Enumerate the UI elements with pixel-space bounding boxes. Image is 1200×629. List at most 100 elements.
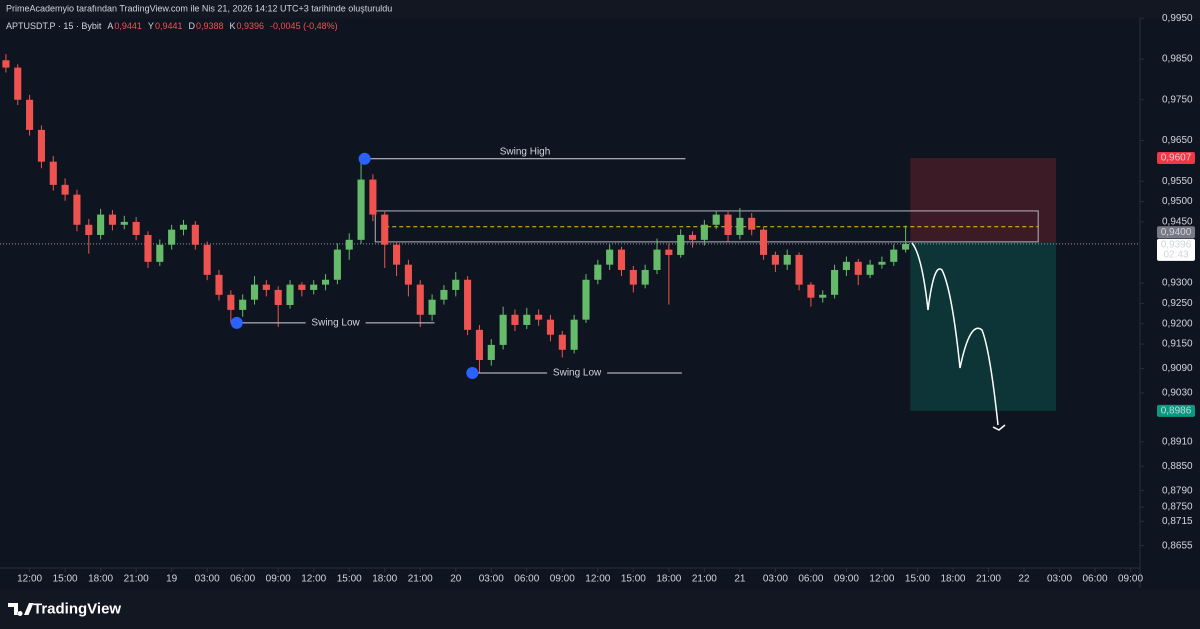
candle-body <box>736 217 744 235</box>
candle-body <box>404 264 412 285</box>
y-tick-label: 0,8790 <box>1162 485 1193 496</box>
x-tick-label: 15:00 <box>621 574 646 585</box>
candle-body <box>606 249 614 265</box>
x-tick-label: 06:00 <box>798 574 823 585</box>
candle-body <box>665 249 673 255</box>
target-price-label-bg <box>1157 404 1195 417</box>
candle-body <box>712 214 720 225</box>
y-tick-label: 0,8850 <box>1162 461 1193 472</box>
candle-body <box>617 249 626 270</box>
candle-body <box>298 284 306 290</box>
candle-body <box>191 224 199 245</box>
x-tick-label: 15:00 <box>337 574 362 585</box>
candle-body <box>286 284 294 305</box>
candle-body <box>748 217 756 230</box>
x-tick-label: 06:00 <box>230 574 255 585</box>
candle-body <box>819 294 827 298</box>
x-tick-label: 21:00 <box>408 574 433 585</box>
symbol: APTUSDT.P · 15 · Bybit <box>6 21 102 31</box>
y-tick-label: 0,8715 <box>1162 516 1193 527</box>
x-tick-label: 03:00 <box>1047 574 1072 585</box>
x-tick-label: 18:00 <box>940 574 965 585</box>
swing-point <box>230 316 243 329</box>
x-tick-label: 06:00 <box>514 574 539 585</box>
x-tick-label: 09:00 <box>266 574 291 585</box>
candle-body <box>108 214 117 225</box>
candle-body <box>499 314 507 345</box>
x-tick-label: 09:00 <box>1118 574 1143 585</box>
annotation-label: Swing Low <box>553 368 602 379</box>
candle-body <box>85 224 93 235</box>
candle-body <box>535 314 543 320</box>
candle-body <box>842 261 850 270</box>
x-tick-label: 15:00 <box>905 574 930 585</box>
y-tick-label: 0,9200 <box>1162 318 1193 329</box>
candle-body <box>37 129 45 162</box>
candle-body <box>511 314 519 325</box>
candle-body <box>73 194 81 225</box>
candle-body <box>487 344 495 360</box>
candle-body <box>866 264 874 275</box>
y-tick-label: 0,8655 <box>1162 540 1193 551</box>
candle-body <box>168 229 176 245</box>
candle-body <box>428 299 436 315</box>
x-tick-label: 03:00 <box>763 574 788 585</box>
candle-body <box>854 261 862 275</box>
candle-body <box>2 60 10 68</box>
candle-body <box>357 179 365 240</box>
y-tick-label: 0,9650 <box>1162 135 1193 146</box>
candle-body <box>393 244 401 265</box>
x-tick-label: 03:00 <box>195 574 220 585</box>
candle-body <box>878 261 886 265</box>
swing-point <box>466 366 479 379</box>
candle-body <box>132 221 140 235</box>
stop-price-label-bg <box>1157 151 1195 164</box>
brand-logo: TradingView <box>8 600 121 617</box>
candle-body <box>144 234 152 262</box>
candle-body <box>345 239 353 250</box>
x-tick-label: 12:00 <box>585 574 610 585</box>
candle-body <box>49 161 57 185</box>
y-tick-label: 0,9750 <box>1162 94 1193 105</box>
x-tick-label: 12:00 <box>301 574 326 585</box>
ohlc-key: A <box>107 21 113 31</box>
ohlc-value: 0,9396 <box>237 21 265 31</box>
caption-bar <box>0 0 1200 18</box>
annotation-label-bg <box>305 316 366 329</box>
y-tick-label: 0,9500 <box>1162 196 1193 207</box>
x-tick-label: 09:00 <box>550 574 575 585</box>
candle-body <box>582 279 590 320</box>
annotation-label: Swing Low <box>311 318 360 329</box>
ohlc-key: Y <box>148 21 154 31</box>
candle-body <box>795 254 803 285</box>
x-tick-label: 12:00 <box>17 574 42 585</box>
x-tick-label: 21:00 <box>976 574 1001 585</box>
candle-body <box>14 67 22 100</box>
candle-body <box>831 269 839 295</box>
x-tick-label: 06:00 <box>1083 574 1108 585</box>
footer-bar <box>0 590 1200 629</box>
change: -0,0045 (-0,48%) <box>270 21 338 31</box>
brand: TradingView <box>33 600 121 617</box>
candle-body <box>440 289 448 300</box>
swing-point <box>358 152 371 165</box>
x-tick-label: 22 <box>1018 574 1030 585</box>
x-tick-label: 18:00 <box>656 574 681 585</box>
candle-body <box>416 284 424 315</box>
x-tick-label: 21 <box>734 574 746 585</box>
entry-price-label-bg <box>1157 226 1195 239</box>
x-tick-label: 18:00 <box>372 574 397 585</box>
candle-body <box>464 279 472 330</box>
candle-body <box>156 244 164 262</box>
countdown: 02:43 <box>1163 250 1188 261</box>
candle-body <box>475 329 483 360</box>
candle-body <box>700 224 708 240</box>
candle-body <box>771 254 779 265</box>
y-tick-label: 0,8910 <box>1162 436 1193 447</box>
candle-body <box>26 99 34 130</box>
candle-body <box>783 254 791 265</box>
ohlc-value: 0,9441 <box>114 21 142 31</box>
x-tick-label: 15:00 <box>53 574 78 585</box>
x-tick-label: 12:00 <box>869 574 894 585</box>
